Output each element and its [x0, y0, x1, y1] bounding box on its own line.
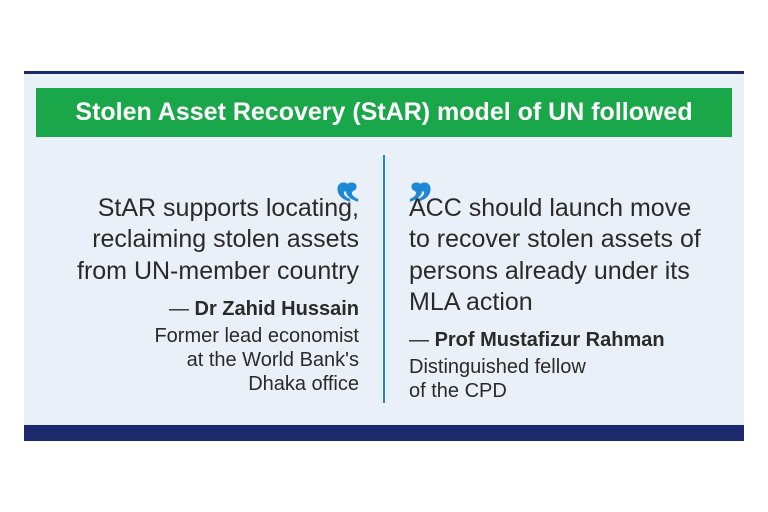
quote-columns: ,, StAR supports locating, reclaiming st… [24, 137, 744, 425]
title-text: Stolen Asset Recovery (StAR) model of UN… [75, 98, 692, 126]
person-title-right: Distinguished fellow of the CPD [409, 355, 586, 403]
bottom-bar [24, 425, 744, 441]
quote-mark-icon: ,, [409, 155, 425, 187]
dash: — [169, 298, 195, 320]
person-title-left: Former lead economist at the World Bank'… [154, 324, 359, 396]
attribution-left: — Dr Zahid Hussain [169, 297, 359, 322]
dash: — [409, 329, 435, 351]
title-bar: Stolen Asset Recovery (StAR) model of UN… [36, 88, 732, 137]
infographic-frame: Stolen Asset Recovery (StAR) model of UN… [24, 71, 744, 441]
attribution-right: — Prof Mustafizur Rahman [409, 328, 665, 353]
quote-left: ,, StAR supports locating, reclaiming st… [52, 155, 383, 403]
person-name: Prof Mustafizur Rahman [435, 329, 665, 351]
quote-mark-icon: ,, [343, 155, 359, 187]
quote-text-left: StAR supports locating, reclaiming stole… [52, 193, 359, 287]
quote-right: ,, ACC should launch move to recover sto… [385, 155, 716, 403]
quote-text-right: ACC should launch move to recover stolen… [409, 193, 716, 318]
person-name: Dr Zahid Hussain [195, 298, 359, 320]
